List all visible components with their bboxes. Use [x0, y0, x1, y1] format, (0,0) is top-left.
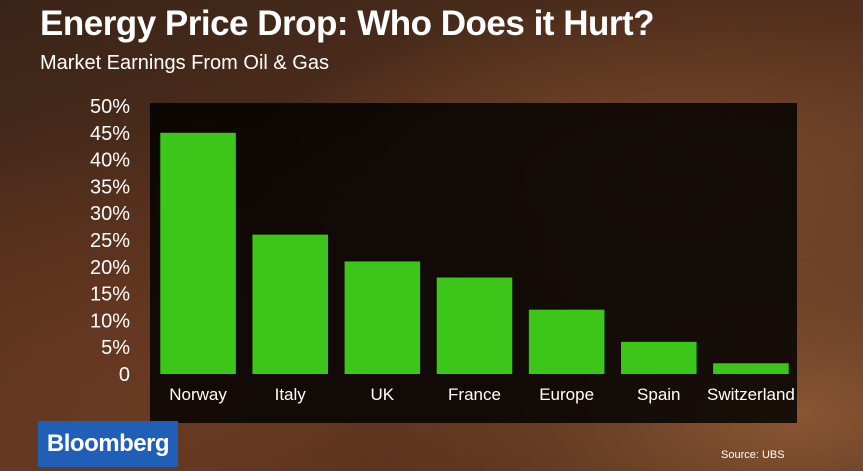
bars [160, 132, 789, 374]
x-tick-label: Spain [637, 385, 680, 404]
x-tick-label: Norway [169, 385, 227, 404]
bloomberg-logo: Bloomberg [38, 421, 178, 467]
x-tick-label: Switzerland [707, 385, 795, 404]
y-tick-label: 50% [90, 96, 130, 118]
x-axis: Norway Italy UK France Europe Spain Switzerlan… [169, 385, 795, 404]
y-tick-label: 10% [90, 310, 130, 332]
y-tick-label: 25% [90, 230, 130, 252]
y-tick-label: 20% [90, 257, 130, 279]
bar-spain [621, 341, 697, 374]
bar-europe [528, 309, 605, 374]
y-tick-label: 45% [90, 123, 130, 145]
bar-uk [344, 261, 421, 374]
source-note: Source: UBS [721, 449, 785, 461]
x-tick-label: Europe [539, 385, 594, 404]
bar-norway [160, 132, 236, 374]
y-tick-label: 15% [90, 284, 130, 306]
x-tick-label: UK [371, 385, 395, 404]
y-tick-label: 0 [119, 364, 130, 386]
x-tick-label: Italy [275, 385, 307, 404]
y-tick-label: 40% [90, 150, 130, 172]
y-tick-label: 30% [90, 203, 130, 225]
plot-background [150, 103, 797, 423]
y-tick-label: 35% [90, 176, 130, 198]
bar-italy [252, 234, 328, 374]
x-tick-label: France [448, 385, 501, 404]
y-tick-label: 5% [101, 337, 130, 359]
chart-subtitle: Market Earnings From Oil & Gas [40, 52, 329, 74]
bar-switzerland [713, 363, 789, 374]
chart-title: Energy Price Drop: Who Does it Hurt? [40, 4, 655, 43]
bar-france [436, 277, 513, 374]
y-axis: 0 5% 10% 15% 20% 25% 30% 35% 40% 45% 50% [90, 96, 130, 386]
